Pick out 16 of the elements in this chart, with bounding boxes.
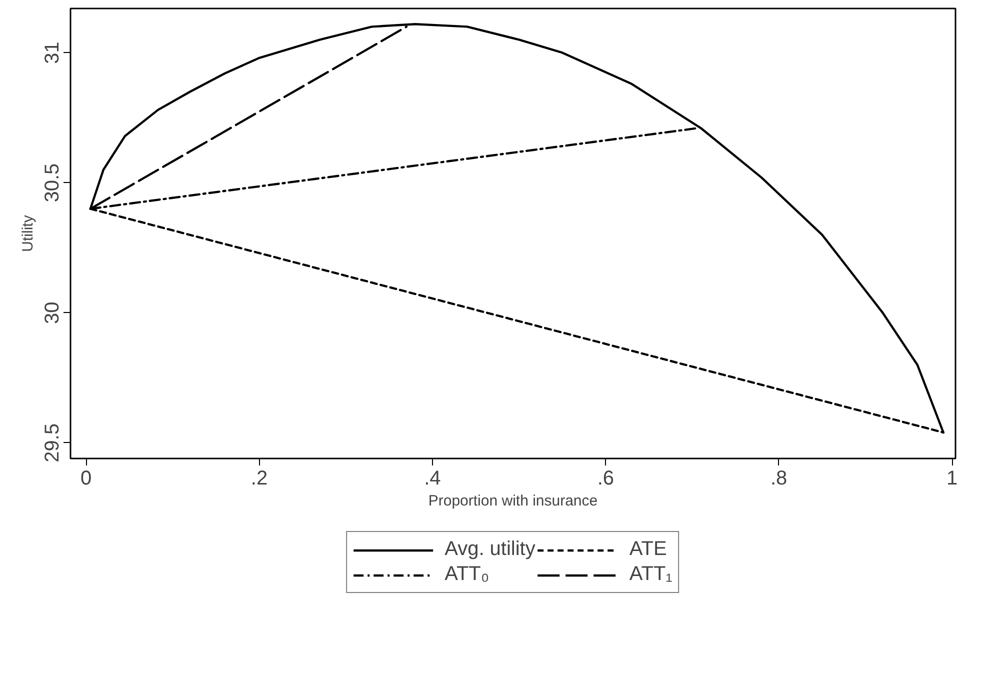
y-tick-label: 29.5 [42,423,64,462]
y-axis-title: Utility [20,214,36,252]
x-tick-label: 0 [80,468,92,490]
x-tick-label: 1 [946,468,958,490]
y-tick-label: 31 [42,42,64,64]
x-axis-title: Proportion with insurance [428,492,598,510]
x-tick-label: .2 [250,468,268,490]
legend-label: ATE [629,538,667,561]
x-tick-label: .4 [424,468,441,490]
y-tick-label: 30.5 [42,163,64,202]
legend-label: ATT₁ [629,563,672,586]
y-tick-label: 30 [42,302,64,324]
x-tick-label: .8 [770,468,788,490]
legend-label: Avg. utility [444,538,536,561]
x-tick-label: .6 [597,468,614,490]
legend-label: ATT₀ [444,563,490,586]
